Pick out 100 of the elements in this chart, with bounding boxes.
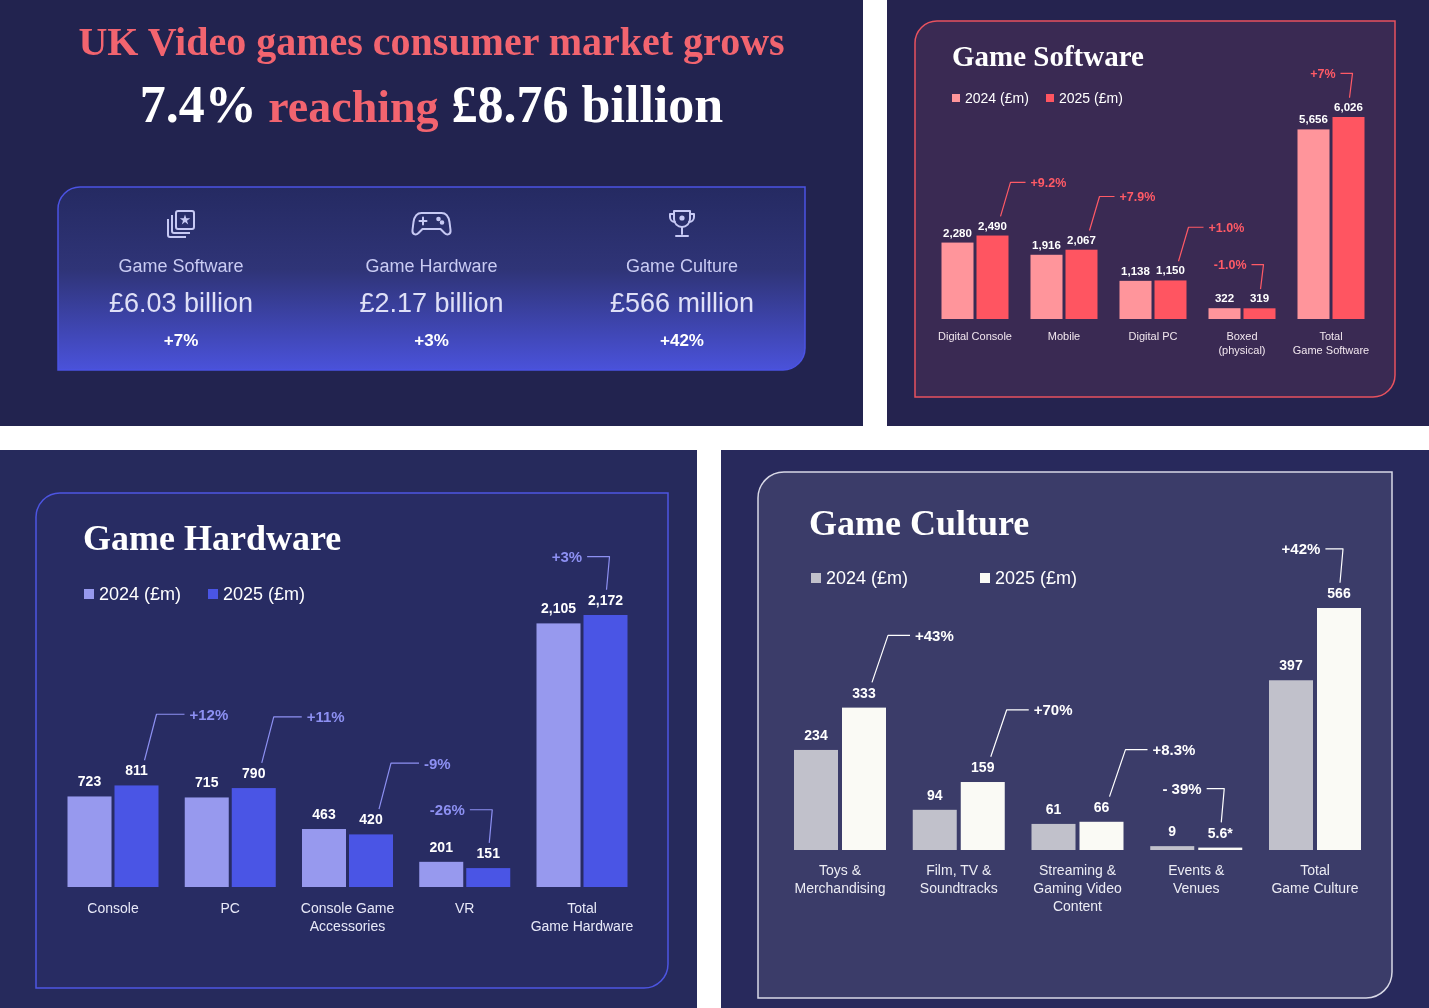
bar <box>794 749 838 850</box>
x-tick-label: Toys & Merchandising <box>794 862 886 896</box>
annotation: - 39% <box>1162 779 1202 797</box>
bar <box>114 785 159 887</box>
data-label: 2,490 <box>978 219 1007 232</box>
data-label: 333 <box>852 684 876 701</box>
data-label: 811 <box>125 762 148 779</box>
x-tick-label: Total Game Hardware <box>530 900 634 934</box>
annotation: +11% <box>306 708 345 726</box>
data-label: 1,916 <box>1032 238 1061 251</box>
bar <box>536 623 581 887</box>
text: +42% <box>660 331 704 350</box>
text: +42% <box>1281 540 1321 558</box>
data-label: 61 <box>1045 800 1062 817</box>
x-tick-label: Boxed (physical) <box>1218 330 1266 356</box>
annotation: +70% <box>1033 701 1073 719</box>
x-tick-label: Streaming & Gaming Video Content <box>1033 862 1122 914</box>
x-tick-label: Events & Venues <box>1168 862 1225 896</box>
x-tick-label: Mobile <box>1047 330 1081 342</box>
bar <box>912 809 957 850</box>
bar <box>1030 254 1063 319</box>
data-label: 2,067 <box>1067 233 1096 246</box>
annotation: -1.0% <box>1213 258 1247 273</box>
bar <box>419 861 464 887</box>
bar <box>1243 308 1276 319</box>
annotation: +1.0% <box>1208 220 1245 235</box>
text: UK Video games consumer market grows <box>78 19 785 64</box>
text: £566 million <box>609 288 755 318</box>
data-label: 2,172 <box>587 592 624 608</box>
data-label: 1,150 <box>1156 264 1185 277</box>
legend-label: 2024 (£m) <box>965 90 1029 107</box>
bar <box>842 707 886 850</box>
text: 7.4% reaching £8.76 billion <box>139 76 724 133</box>
data-label: 319 <box>1249 292 1270 305</box>
annotation: -9% <box>424 754 451 772</box>
data-label: 159 <box>971 759 995 776</box>
x-tick-label: VR <box>455 900 475 916</box>
bar <box>67 796 112 887</box>
text: +7% <box>163 331 199 350</box>
data-label: 420 <box>359 811 383 828</box>
data-label: 5,656 <box>1299 113 1328 126</box>
chart-title: Game Hardware <box>83 518 342 558</box>
x-tick-label: Total Game Software <box>1292 330 1370 356</box>
data-label: 566 <box>1327 585 1351 601</box>
bar <box>1154 280 1187 319</box>
text: Game Software <box>118 256 244 276</box>
annotation: -26% <box>429 801 465 819</box>
data-label: 201 <box>429 838 454 855</box>
annotation: +12% <box>189 705 229 723</box>
data-label: 790 <box>242 765 266 782</box>
text: +7% <box>1310 66 1336 81</box>
data-label: 9 <box>1168 823 1177 840</box>
data-label: 234 <box>804 726 828 743</box>
bar <box>1332 117 1365 319</box>
data-label: 715 <box>195 774 219 791</box>
data-label: 151 <box>476 845 501 862</box>
text: £2.17 billion <box>359 288 504 318</box>
text: Game Hardware <box>365 256 498 276</box>
bar <box>1065 249 1098 319</box>
bar <box>466 868 511 887</box>
bar <box>1208 308 1241 319</box>
bar <box>960 782 1005 850</box>
bar <box>1317 608 1361 850</box>
data-label: 723 <box>77 773 102 790</box>
x-tick-label: Digital PC <box>1128 330 1178 342</box>
text: Game Culture <box>625 256 739 276</box>
legend-label: 2025 (£m) <box>995 568 1078 589</box>
data-label: 322 <box>1214 292 1235 305</box>
x-tick-label: Digital Console <box>938 330 1012 342</box>
chart-title: Game Culture <box>809 503 1030 543</box>
bar <box>1119 280 1152 319</box>
text: £6.03 billion <box>108 288 254 318</box>
x-tick-label: Total Game Culture <box>1271 862 1359 896</box>
text: +3% <box>414 331 449 350</box>
legend-label: 2024 (£m) <box>99 584 182 605</box>
x-tick-label: PC <box>220 900 240 916</box>
data-label: 463 <box>312 806 336 823</box>
legend-label: 2025 (£m) <box>223 584 306 605</box>
bar <box>1079 821 1124 850</box>
data-label: 2,105 <box>540 600 577 617</box>
chart-title: Game Software <box>952 40 1145 72</box>
bar <box>1297 129 1330 319</box>
data-label: 2,280 <box>943 226 972 239</box>
bar <box>1031 823 1076 850</box>
legend-label: 2024 (£m) <box>826 568 909 589</box>
bar <box>231 788 276 887</box>
data-label: 5.6* <box>1207 824 1234 841</box>
bar <box>302 829 346 887</box>
bar <box>976 235 1009 319</box>
data-label: 66 <box>1093 798 1110 815</box>
legend-label: 2025 (£m) <box>1059 90 1123 107</box>
data-label: 397 <box>1279 657 1303 674</box>
data-label: 94 <box>926 786 943 803</box>
data-label: 1,138 <box>1121 264 1151 277</box>
text: +3% <box>551 548 583 566</box>
annotation: +8.3% <box>1152 740 1196 758</box>
bar <box>184 797 229 887</box>
x-tick-label: Console <box>87 900 139 916</box>
bar <box>1150 846 1195 850</box>
data-label: 6,026 <box>1334 101 1363 113</box>
